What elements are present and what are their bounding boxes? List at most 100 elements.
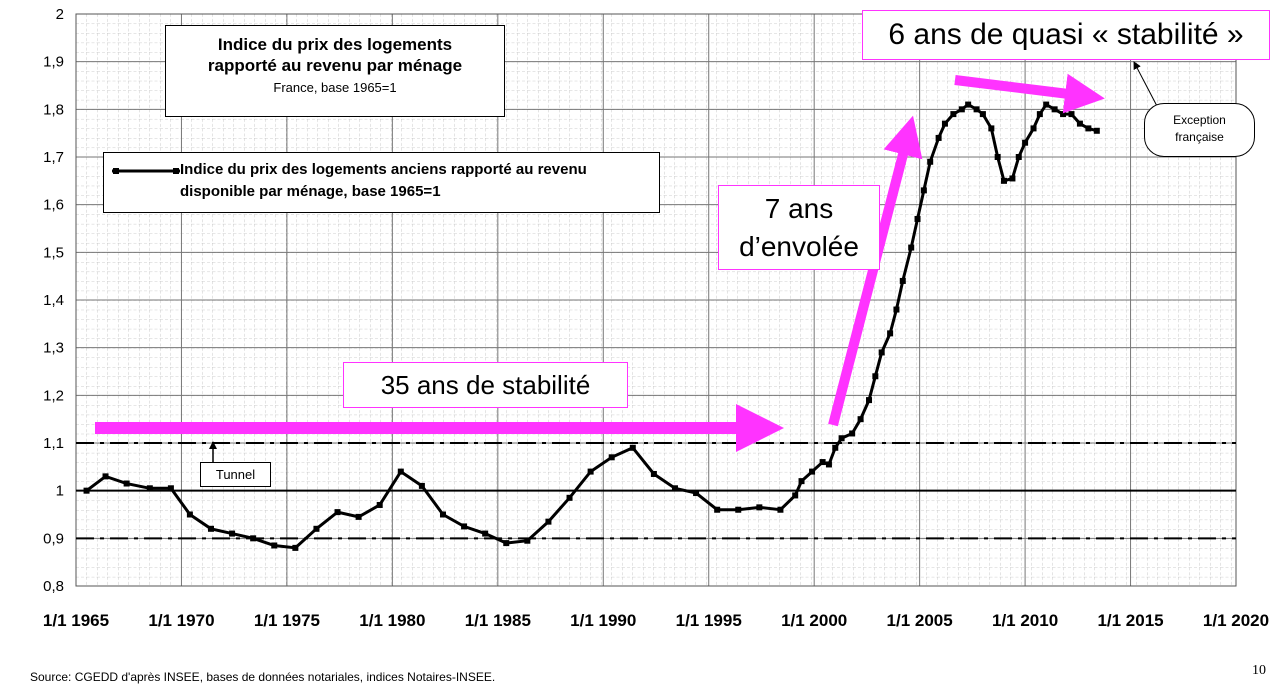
data-point	[1030, 125, 1037, 132]
data-point	[1009, 175, 1016, 182]
data-point	[376, 501, 383, 508]
data-point	[650, 470, 657, 477]
data-point	[629, 444, 636, 451]
data-point	[566, 494, 573, 501]
x-tick-label: 1/1 1965	[43, 611, 109, 630]
data-point	[832, 444, 839, 451]
y-tick-label: 1,7	[43, 149, 64, 166]
data-point	[878, 349, 885, 356]
y-tick-label: 0,9	[43, 530, 64, 547]
chart-title: Indice du prix des logements rapporté au…	[207, 35, 463, 75]
data-point	[83, 487, 90, 494]
data-point	[397, 468, 404, 475]
data-point	[313, 525, 320, 532]
data-point	[587, 468, 594, 475]
annotation: 7 ans d’envolée	[718, 185, 880, 270]
data-point	[899, 277, 906, 284]
data-point	[908, 244, 915, 251]
source: Source: CGEDD d'après INSEE, bases de do…	[30, 670, 496, 684]
y-tick-label: 1,8	[43, 101, 64, 118]
data-point	[994, 154, 1001, 160]
data-point	[418, 482, 425, 489]
data-point	[809, 468, 816, 475]
annotation: 35 ans de stabilité	[343, 362, 628, 408]
data-point	[872, 373, 879, 380]
data-point	[186, 511, 193, 518]
y-tick-label: 2	[56, 6, 64, 23]
data-point	[229, 530, 236, 537]
data-point	[866, 397, 873, 404]
y-tick-label: 1	[56, 483, 64, 500]
data-point	[482, 530, 489, 537]
data-point	[1076, 120, 1083, 127]
data-point	[1051, 106, 1058, 113]
annotation: Exception française	[1144, 103, 1255, 157]
data-point	[798, 478, 805, 485]
data-point	[671, 485, 678, 492]
x-tick-label: 1/1 2005	[887, 611, 953, 630]
x-tick-label: 1/1 2000	[781, 611, 847, 630]
data-point	[1093, 127, 1100, 134]
data-point	[973, 106, 980, 113]
legend: Indice du prix des logements anciens rap…	[103, 152, 660, 213]
data-point	[857, 416, 864, 423]
data-point	[123, 480, 130, 487]
data-point	[914, 215, 921, 222]
data-point	[292, 544, 299, 551]
data-point	[950, 111, 957, 118]
data-point	[1022, 139, 1029, 146]
data-point	[608, 454, 615, 461]
data-point	[1068, 111, 1075, 118]
data-point	[927, 158, 934, 165]
data-point	[979, 111, 986, 118]
data-point	[887, 330, 894, 337]
data-point	[838, 435, 845, 442]
data-point	[920, 187, 927, 194]
data-point	[893, 306, 900, 313]
data-point	[355, 513, 362, 520]
x-tick-label: 1/1 1985	[465, 611, 531, 630]
data-point	[334, 509, 341, 516]
x-tick-label: 1/1 1975	[254, 611, 320, 630]
data-point	[1060, 111, 1067, 118]
y-tick-label: 1,2	[43, 387, 64, 404]
data-point	[965, 101, 972, 108]
annotation: Tunnel	[200, 462, 271, 487]
data-point	[461, 523, 468, 530]
data-point	[545, 518, 552, 525]
y-tick-label: 1,1	[43, 435, 64, 452]
data-point	[439, 511, 446, 518]
data-point	[735, 506, 742, 513]
annotation: 6 ans de quasi « stabilité »	[862, 10, 1270, 60]
data-point	[250, 535, 257, 542]
x-tick-label: 1/1 1970	[148, 611, 214, 630]
data-point	[714, 506, 721, 513]
data-point	[207, 525, 214, 532]
y-tick-label: 1,4	[43, 292, 64, 309]
x-tick-label: 1/1 2010	[992, 611, 1058, 630]
data-point	[1043, 101, 1050, 108]
x-tick-label: 1/1 1980	[359, 611, 425, 630]
data-point	[935, 134, 942, 141]
y-tick-label: 1,3	[43, 340, 64, 357]
data-point	[1015, 154, 1022, 160]
arrow	[1133, 61, 1159, 109]
data-point	[849, 430, 856, 437]
arrow	[828, 115, 923, 427]
data-point	[1085, 125, 1092, 132]
data-point	[825, 461, 832, 468]
x-tick-label: 1/1 1990	[570, 611, 636, 630]
data-point	[1036, 111, 1043, 118]
data-point	[167, 485, 174, 492]
title-box: Indice du prix des logements rapporté au…	[165, 25, 505, 117]
plot-frame	[75, 13, 1237, 587]
y-tick-label: 1,9	[43, 54, 64, 71]
data-point	[102, 473, 109, 480]
data-point	[146, 485, 153, 492]
legend-swatch	[112, 168, 180, 174]
arrow	[954, 73, 1105, 114]
data-point	[819, 459, 826, 466]
data-point	[524, 537, 531, 544]
data-point	[503, 540, 510, 547]
